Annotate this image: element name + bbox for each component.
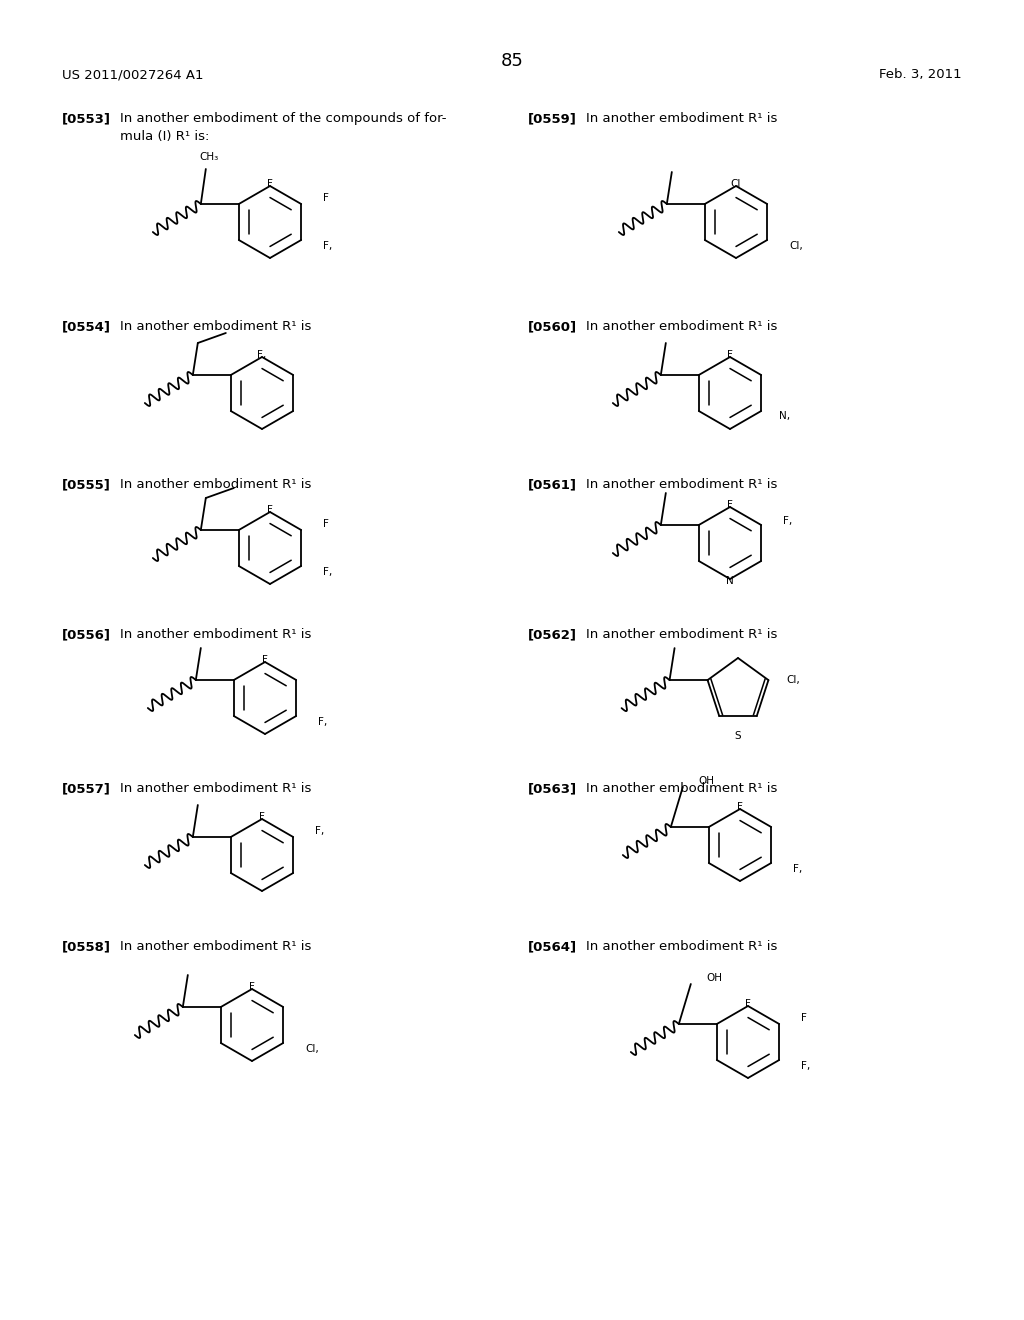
Text: F: F [737,803,743,812]
Text: In another embodiment R¹ is: In another embodiment R¹ is [586,319,777,333]
Text: Feb. 3, 2011: Feb. 3, 2011 [880,69,962,81]
Text: F,: F, [257,350,266,360]
Text: CH₃: CH₃ [200,152,218,162]
Text: F: F [727,500,733,510]
Text: F: F [262,655,268,665]
Text: 85: 85 [501,51,523,70]
Text: N: N [726,576,734,586]
Text: OH: OH [698,776,715,785]
Text: F: F [267,506,273,515]
Text: S: S [734,731,741,741]
Text: In another embodiment R¹ is: In another embodiment R¹ is [120,940,311,953]
Text: F,: F, [318,717,328,727]
Text: [0562]: [0562] [528,628,577,642]
Text: Cl,: Cl, [786,675,800,685]
Text: In another embodiment R¹ is: In another embodiment R¹ is [120,628,311,642]
Text: [0564]: [0564] [528,940,578,953]
Text: In another embodiment of the compounds of for-: In another embodiment of the compounds o… [120,112,446,125]
Text: [0555]: [0555] [62,478,111,491]
Text: F: F [323,519,329,529]
Text: F: F [745,999,751,1008]
Text: F: F [323,193,329,203]
Text: OH: OH [707,973,723,983]
Text: [0561]: [0561] [528,478,577,491]
Text: F: F [249,982,255,993]
Text: F: F [801,1012,807,1023]
Text: F,: F, [315,826,325,836]
Text: [0559]: [0559] [528,112,577,125]
Text: F,: F, [783,516,793,525]
Text: In another embodiment R¹ is: In another embodiment R¹ is [120,478,311,491]
Text: [0554]: [0554] [62,319,111,333]
Text: F: F [727,350,733,360]
Text: mula (I) R¹ is:: mula (I) R¹ is: [120,129,209,143]
Text: In another embodiment R¹ is: In another embodiment R¹ is [120,781,311,795]
Text: N,: N, [779,411,791,421]
Text: In another embodiment R¹ is: In another embodiment R¹ is [586,781,777,795]
Text: In another embodiment R¹ is: In another embodiment R¹ is [586,478,777,491]
Text: F,: F, [323,568,332,577]
Text: [0556]: [0556] [62,628,111,642]
Text: F: F [259,812,265,822]
Text: US 2011/0027264 A1: US 2011/0027264 A1 [62,69,204,81]
Text: [0557]: [0557] [62,781,111,795]
Text: [0558]: [0558] [62,940,111,953]
Text: Cl: Cl [731,180,741,189]
Text: F,: F, [801,1061,810,1071]
Text: F,: F, [323,242,332,251]
Text: [0560]: [0560] [528,319,578,333]
Text: Cl,: Cl, [790,242,803,251]
Text: In another embodiment R¹ is: In another embodiment R¹ is [120,319,311,333]
Text: F: F [267,180,273,189]
Text: In another embodiment R¹ is: In another embodiment R¹ is [586,112,777,125]
Text: Cl,: Cl, [305,1044,318,1053]
Text: [0563]: [0563] [528,781,578,795]
Text: F,: F, [793,865,802,874]
Text: [0553]: [0553] [62,112,111,125]
Text: In another embodiment R¹ is: In another embodiment R¹ is [586,940,777,953]
Text: In another embodiment R¹ is: In another embodiment R¹ is [586,628,777,642]
